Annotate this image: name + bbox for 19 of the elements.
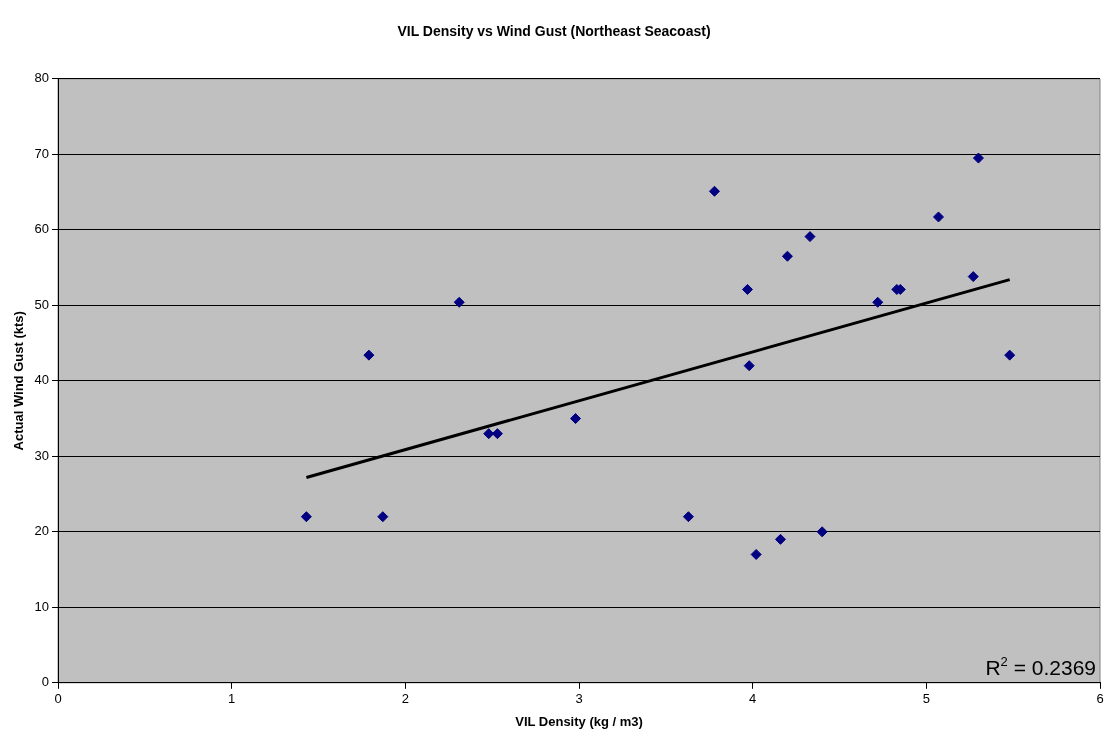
x-tick-label: 0 [54,691,62,707]
x-tick-label: 5 [922,691,930,707]
x-tick-label: 2 [401,691,409,707]
chart-title: VIL Density vs Wind Gust (Northeast Seacoast) [397,23,711,40]
y-tick-label: 80 [34,70,50,86]
x-tick-label: 4 [749,691,757,707]
y-tick-label: 60 [34,221,50,237]
y-tick-label: 10 [34,598,50,614]
x-tick-label: 3 [575,691,583,707]
y-tick-label: 30 [34,447,50,463]
y-tick-label: 70 [34,145,50,161]
y-tick-label: 0 [41,674,50,690]
x-tick-label: 6 [1096,691,1104,707]
x-axis-title: VIL Density (kg / m3) [515,713,643,729]
y-tick-label: 50 [34,296,50,312]
y-axis-title: Actual Wind Gust (kts) [11,311,27,451]
x-tick-label: 1 [228,691,236,707]
y-tick-label: 40 [34,372,50,388]
y-tick-label: 20 [34,523,50,539]
